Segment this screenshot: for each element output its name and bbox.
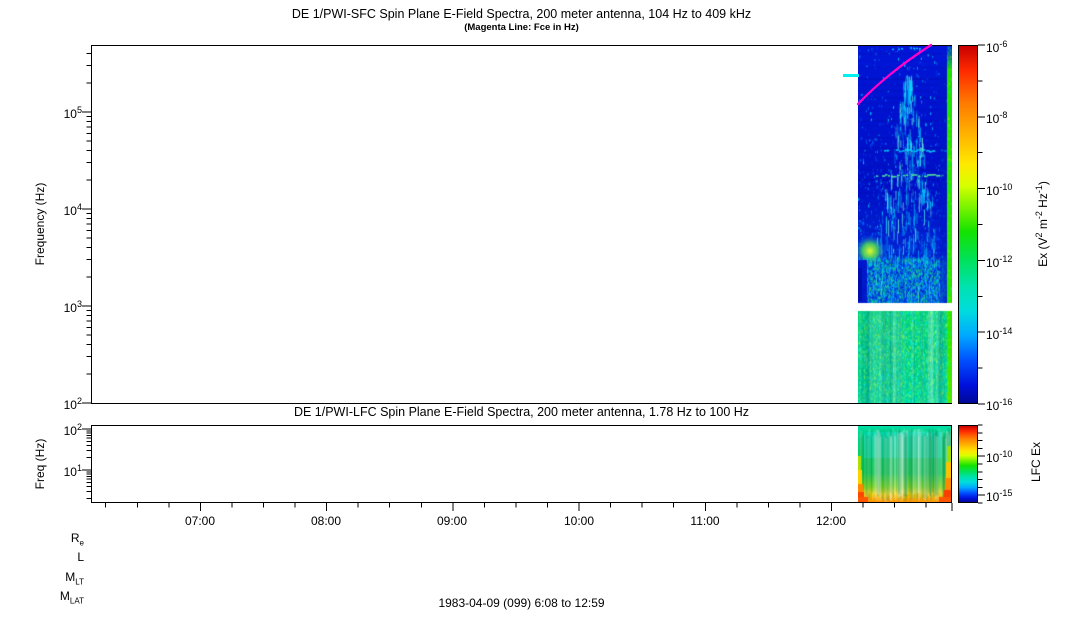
x-tick-label-0800: 08:00	[310, 514, 342, 528]
lfc-colorbar	[958, 425, 978, 503]
sfc-cbar-tick-1e-8: 10-8	[986, 110, 1008, 126]
x-tick-label-0700: 07:00	[184, 514, 216, 528]
sfc-ytick-1e5: 105	[63, 105, 82, 121]
lfc-cbar-tick-1e-15: 10-15	[986, 488, 1013, 504]
sfc-spectrogram-canvas	[858, 46, 952, 403]
sfc-cbar-tick-1e-10: 10-10	[986, 182, 1013, 198]
x-tick-label-1100: 11:00	[690, 514, 720, 528]
lfc-ytick-1e2: 102	[63, 422, 82, 438]
orbit-row-mlt: MLT	[65, 569, 84, 587]
sfc-ytick-1e3: 103	[63, 299, 82, 315]
sfc-cbar-tick-1e-12: 10-12	[986, 254, 1013, 270]
caption: 1983-04-09 (099) 6:08 to 12:59	[438, 596, 605, 610]
sfc-colorbar	[958, 45, 978, 404]
sfc-subtitle: (Magenta Line: Fce in Hz)	[464, 22, 579, 33]
sfc-ytick-1e4: 104	[63, 202, 82, 218]
lfc-ytick-1e1: 101	[63, 463, 82, 479]
orbit-row-re: Re	[70, 531, 84, 548]
x-tick-label-1000: 10:00	[563, 514, 595, 528]
lfc-panel	[91, 425, 952, 503]
lfc-title: DE 1/PWI-LFC Spin Plane E-Field Spectra,…	[293, 405, 750, 419]
sfc-cbar-tick-1e-6: 10-6	[986, 39, 1008, 55]
lfc-spectrogram-canvas	[858, 426, 951, 502]
sfc-panel	[91, 45, 952, 404]
sfc-colorbar-label: Ex (V2 m-2 Hz-1)	[1034, 181, 1050, 267]
x-tick-label-1200: 12:00	[815, 514, 847, 528]
lfc-colorbar-label: LFC Ex	[1029, 441, 1043, 483]
sfc-ytick-1e2: 102	[63, 396, 82, 412]
orbit-row-mlat: MLAT	[59, 589, 84, 606]
lfc-cbar-tick-1e-10: 10-10	[986, 449, 1013, 465]
sfc-y-axis-label: Frequency (Hz)	[33, 182, 47, 266]
orbit-row-l: L	[77, 550, 84, 565]
sfc-title: DE 1/PWI-SFC Spin Plane E-Field Spectra,…	[291, 7, 752, 21]
x-tick-label-0900: 09:00	[436, 514, 468, 528]
sfc-cbar-tick-1e-14: 10-14	[986, 326, 1013, 342]
sfc-cbar-tick-1e-16: 10-16	[986, 397, 1013, 413]
orbit-labels: Re L MLT MLAT	[20, 531, 84, 609]
